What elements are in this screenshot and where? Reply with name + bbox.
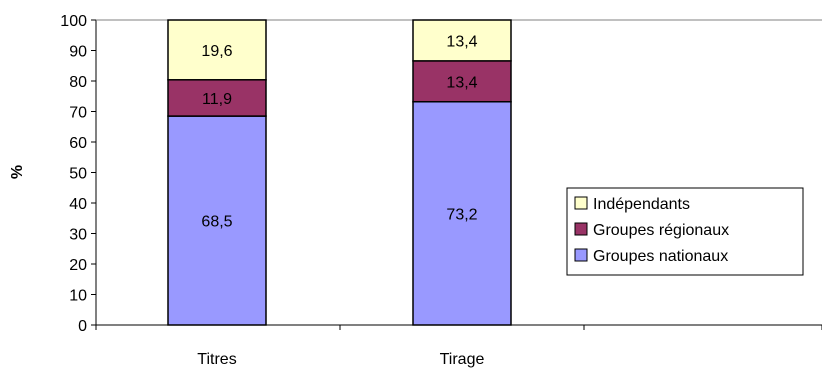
y-tick-label: 50	[69, 166, 87, 183]
legend-label: Groupes régionaux	[593, 222, 729, 239]
x-category-label: Tirage	[440, 351, 485, 368]
x-category-label: Titres	[197, 351, 236, 368]
y-tick-label: 10	[69, 288, 87, 305]
y-tick-label: 30	[69, 227, 87, 244]
data-label: 73,2	[446, 206, 477, 223]
bar-segment	[412, 60, 512, 103]
data-label: 13,4	[446, 74, 477, 91]
data-label: 19,6	[201, 43, 232, 60]
y-axis-label: %	[9, 165, 26, 179]
y-tick-label: 100	[60, 13, 87, 30]
legend-label: Groupes nationaux	[593, 248, 728, 265]
bar-segment	[167, 79, 267, 117]
data-label: 68,5	[201, 214, 232, 231]
y-tick-label: 80	[69, 74, 87, 91]
bar-segment	[167, 115, 267, 326]
bar-segment	[412, 100, 512, 326]
y-tick-label: 0	[78, 318, 87, 335]
data-label: 13,4	[446, 33, 477, 50]
legend-swatch	[574, 196, 588, 210]
bar-segment	[167, 19, 267, 81]
y-tick-label: 90	[69, 44, 87, 61]
bars	[167, 19, 512, 326]
y-tick-label: 60	[69, 135, 87, 152]
data-label: 11,9	[202, 91, 232, 108]
legend-label: Indépendants	[593, 196, 690, 213]
data-labels: 68,5 11,9 19,6 73,2 13,4 13,4	[201, 33, 477, 230]
y-tick-label: 40	[69, 196, 87, 213]
legend: Indépendants Groupes régionaux Groupes nat…	[566, 187, 804, 276]
legend-swatch	[574, 248, 588, 262]
legend-swatch	[574, 222, 588, 236]
legend-box	[566, 187, 804, 276]
bar-segment	[412, 19, 512, 62]
y-tick-label: 20	[69, 257, 87, 274]
y-tick-label: 70	[69, 105, 87, 122]
